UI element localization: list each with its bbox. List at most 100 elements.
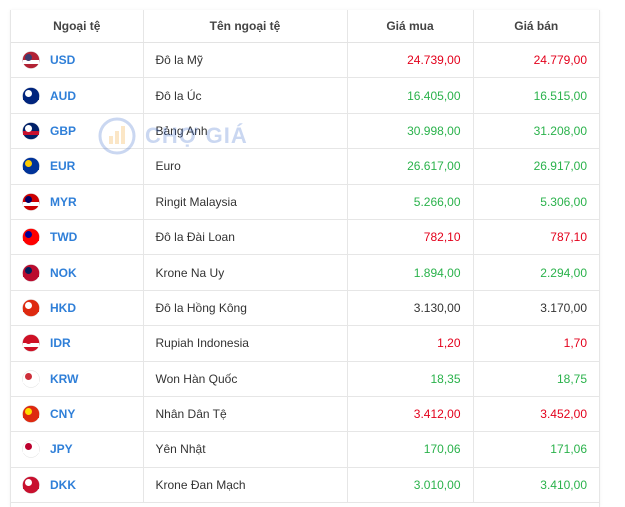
flag-icon [22,122,40,140]
rate-row: DKK Krone Đan Mạch 3.010,00 3.410,00 [11,467,599,504]
sell-price: 787,10 [473,219,599,256]
flag-emblem [25,301,32,309]
flag-icon [22,440,40,459]
sell-price: 3.410,00 [473,467,599,504]
currency-code[interactable]: KRW [50,371,79,386]
rate-row: EUR Euro 26.617,00 26.917,00 [11,148,599,185]
currency-cell: GBP [11,113,144,150]
flag-band [23,414,39,419]
sell-price: 31.208,00 [473,113,599,150]
flag-emblem [25,337,32,345]
flag-band [23,378,39,383]
column-header: Ngoại tệ [11,10,144,43]
currency-name: Nhân Dân Tệ [143,396,348,433]
flag-emblem [25,160,32,168]
currency-code[interactable]: IDR [50,336,71,351]
flag-band [23,449,39,454]
sell-price: 5.306,00 [473,184,599,220]
flag-icon [22,193,40,211]
buy-price: 24.739,00 [347,42,474,79]
buy-price: 5.266,00 [347,184,474,220]
rate-row: USD Đô la Mỹ 24.739,00 24.779,00 [11,42,599,79]
rate-row: KRW Won Hàn Quốc 18,35 18,75 [11,361,599,397]
currency-cell: NOK [11,254,144,291]
currency-cell: EUR [11,148,144,185]
rate-row: IDR Rupiah Indonesia 1,20 1,70 [11,325,599,362]
sell-price: 3.170,00 [473,290,599,327]
currency-code[interactable]: EUR [50,159,76,174]
flag-emblem [25,372,32,380]
currency-cell: TWD [11,219,144,256]
currency-name: Rupiah Indonesia [143,325,348,362]
flag-emblem [25,478,32,486]
buy-price: 3.010,00 [347,467,474,504]
currency-cell: CNY [11,396,144,433]
rate-row: MYR Ringit Malaysia 5.266,00 5.306,00 [11,184,599,220]
currency-name: Euro [143,148,348,185]
currency-name: Đô la Úc [143,77,348,114]
currency-cell: KRW [11,361,144,397]
currency-name: Won Hàn Quốc [143,361,348,397]
flag-icon [22,369,40,388]
flag-icon [22,157,40,176]
flag-band [23,95,39,100]
rate-row: AUD Đô la Úc 16.405,00 16.515,00 [11,77,599,114]
currency-cell: MYR [11,184,144,220]
buy-price: 1.894,00 [347,254,474,291]
currency-name: Đô la Hồng Kông [143,290,348,327]
column-header: Giá mua [347,10,474,43]
currency-code[interactable]: GBP [50,123,77,138]
flag-band [23,237,39,242]
buy-price: 16.405,00 [347,77,474,114]
sell-price: 16.515,00 [473,77,599,114]
sell-price: 18,75 [473,361,599,397]
flag-band [23,166,39,171]
currency-code[interactable]: MYR [50,194,77,209]
buy-price: 3.412,00 [347,396,474,433]
currency-cell: HKD [11,290,144,327]
flag-emblem [25,408,32,416]
flag-emblem [25,54,32,62]
buy-price: 170,06 [347,431,474,468]
currency-code[interactable]: USD [50,53,76,68]
sell-price: 171,06 [473,431,599,468]
currency-code[interactable]: CNY [50,407,76,422]
flag-emblem [25,89,32,97]
currency-code[interactable]: JPY [50,442,73,457]
currency-code[interactable]: DKK [50,477,76,492]
rate-row: CNY Nhân Dân Tệ 3.412,00 3.452,00 [11,396,599,433]
flag-icon [22,263,40,282]
flag-emblem [25,124,32,132]
flag-icon [22,476,40,494]
flag-band [23,484,39,489]
flag-icon [22,51,40,69]
buy-price: 30.998,00 [347,113,474,150]
flag-band [23,60,39,65]
flag-band [23,343,39,348]
currency-cell: JPY [11,431,144,468]
flag-emblem [25,195,32,203]
flag-band [23,307,39,312]
rate-table: Ngoại tệ Tên ngoại tệ Giá mua Giá bán USD Đô… [11,10,599,504]
currency-name: Krone Na Uy [143,254,348,291]
flag-band [23,130,39,135]
currency-code[interactable]: HKD [50,300,76,315]
currency-cell: AUD [11,77,144,114]
currency-name: Bảng Anh [143,113,348,150]
currency-cell: DKK [11,467,144,504]
flag-icon [22,299,40,317]
sell-price: 1,70 [473,325,599,362]
flag-icon [22,405,40,423]
currency-code[interactable]: AUD [50,88,76,103]
sell-price: 26.917,00 [473,148,599,185]
rate-table-container: Ngoại tệ Tên ngoại tệ Giá mua Giá bán USD Đô… [10,10,600,507]
currency-code[interactable]: NOK [50,265,77,280]
flag-icon [22,228,40,246]
flag-emblem [25,443,32,451]
currency-cell: USD [11,42,144,79]
currency-code[interactable]: TWD [50,230,78,245]
currency-name: Đô la Mỹ [143,42,348,79]
buy-price: 782,10 [347,219,474,256]
